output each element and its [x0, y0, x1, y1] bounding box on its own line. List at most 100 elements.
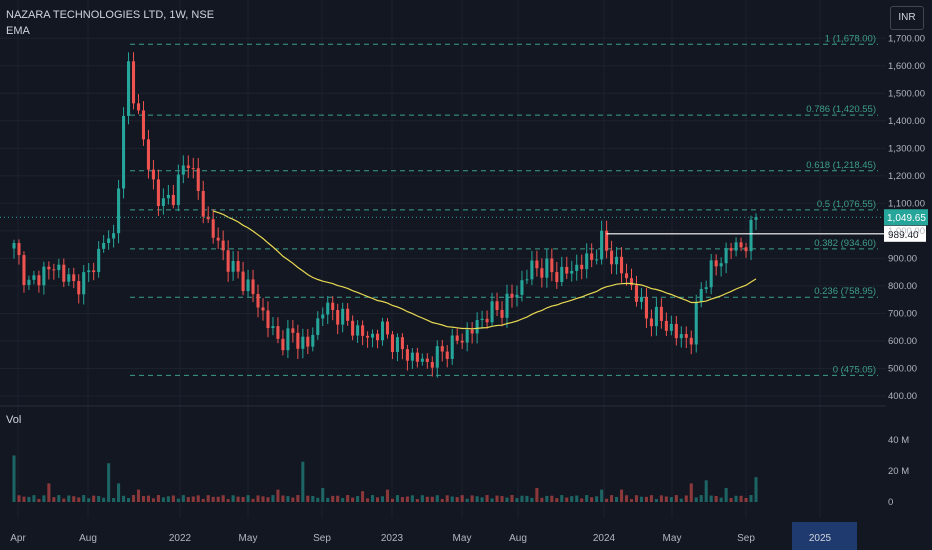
candle-body — [136, 103, 141, 111]
volume-bar — [281, 495, 285, 502]
volume-bar — [525, 495, 529, 502]
candle-body — [754, 217, 758, 220]
candle-body — [117, 188, 121, 234]
candle-body — [316, 318, 320, 335]
price-tick-label: 800.00 — [888, 281, 917, 292]
candle-body — [341, 308, 345, 325]
volume-bar — [385, 489, 390, 502]
volume-bar — [654, 498, 658, 502]
volume-label: Vol — [6, 414, 22, 426]
candle-body — [450, 335, 454, 359]
price-tick-label: 900.00 — [888, 253, 917, 264]
volume-bar — [226, 499, 230, 502]
candle-body — [375, 333, 380, 341]
volume-bar — [356, 496, 360, 502]
resistance-line: 989.40 — [606, 225, 926, 242]
time-tick-label: 2024 — [593, 533, 616, 544]
currency-selector[interactable]: INR — [890, 6, 924, 30]
candle-body — [560, 266, 564, 283]
volume-bar — [624, 495, 629, 502]
volume-bar — [565, 497, 569, 502]
candle-body — [171, 194, 175, 206]
time-tick-label: 2023 — [381, 533, 404, 544]
volume-bar — [27, 496, 31, 502]
candle-body — [440, 346, 444, 352]
candle-body — [405, 349, 409, 361]
volume-bar — [595, 496, 599, 502]
volume-bar — [112, 497, 116, 502]
volume-bar — [127, 498, 131, 502]
candle-body — [346, 308, 350, 321]
volume-bar — [679, 498, 683, 502]
volume-bar — [744, 497, 748, 502]
candle-body — [709, 260, 713, 288]
candle-body — [356, 325, 360, 336]
price-tick-label: 1,700.00 — [888, 33, 925, 44]
time-tick-label: Aug — [79, 533, 97, 544]
volume-bar — [346, 495, 350, 502]
volume-axis: 40 M 20 M 0 — [888, 435, 909, 508]
volume-bar — [380, 496, 385, 502]
fib-level-label: 0 (475.05) — [833, 364, 876, 375]
price-tick-label: 600.00 — [888, 336, 917, 347]
indicator-label[interactable]: EMA — [6, 25, 30, 37]
candle-body — [525, 279, 529, 281]
candle-body — [122, 115, 126, 189]
candle-body — [27, 279, 31, 285]
candle-body — [82, 272, 86, 295]
time-tick-label: May — [239, 533, 258, 544]
candle-body — [166, 194, 170, 199]
volume-bar — [644, 496, 648, 502]
candle-body — [689, 337, 693, 345]
candle-body — [52, 269, 56, 271]
time-tick-label: 2022 — [169, 533, 192, 544]
volume-bar — [161, 497, 165, 502]
price-tick-label: 1,400.00 — [888, 116, 925, 127]
volume-bars — [12, 455, 758, 502]
candle-body — [580, 264, 584, 270]
volume-bar — [57, 495, 61, 502]
candle-body — [385, 321, 390, 335]
volume-bar — [156, 495, 160, 502]
candle-body — [87, 270, 91, 273]
price-tick-label: 400.00 — [888, 391, 917, 402]
volume-bar — [440, 499, 444, 502]
volume-bar — [102, 497, 106, 502]
candle-body — [226, 250, 230, 272]
candle-body — [37, 275, 41, 286]
last-price-tag — [884, 209, 928, 226]
volume-bar — [465, 498, 469, 502]
candle-body — [545, 258, 549, 278]
volume-bar — [739, 495, 743, 502]
candle-body — [684, 334, 688, 338]
ema-line — [213, 210, 757, 330]
price-tick-label: 1,000.00 — [888, 226, 925, 237]
volume-bar — [555, 498, 559, 502]
fib-level-label: 0.382 (934.60) — [814, 238, 876, 249]
volume-bar — [405, 496, 409, 502]
volume-bar — [321, 488, 325, 502]
volume-bar — [485, 495, 489, 502]
candle-body — [734, 242, 738, 251]
time-tick-label: Apr — [10, 533, 26, 544]
fib-level-label: 0.5 (1,076.55) — [817, 199, 876, 210]
candle-body — [351, 320, 355, 336]
volume-bar — [286, 496, 290, 502]
volume-bar — [87, 498, 91, 502]
candle-body — [510, 293, 514, 298]
candle-body — [131, 61, 136, 104]
volume-bar — [206, 495, 210, 502]
volume-bar — [32, 495, 36, 502]
volume-bar — [251, 498, 255, 502]
volume-bar — [600, 489, 604, 502]
candle-body — [281, 338, 285, 351]
volume-bar — [664, 496, 668, 502]
volume-bar — [470, 495, 474, 502]
volume-bar — [301, 461, 305, 502]
candle-body — [191, 168, 195, 170]
candle-body — [570, 270, 574, 274]
volume-bar — [271, 495, 275, 502]
volume-bar — [336, 495, 340, 502]
candle-body — [286, 328, 290, 351]
